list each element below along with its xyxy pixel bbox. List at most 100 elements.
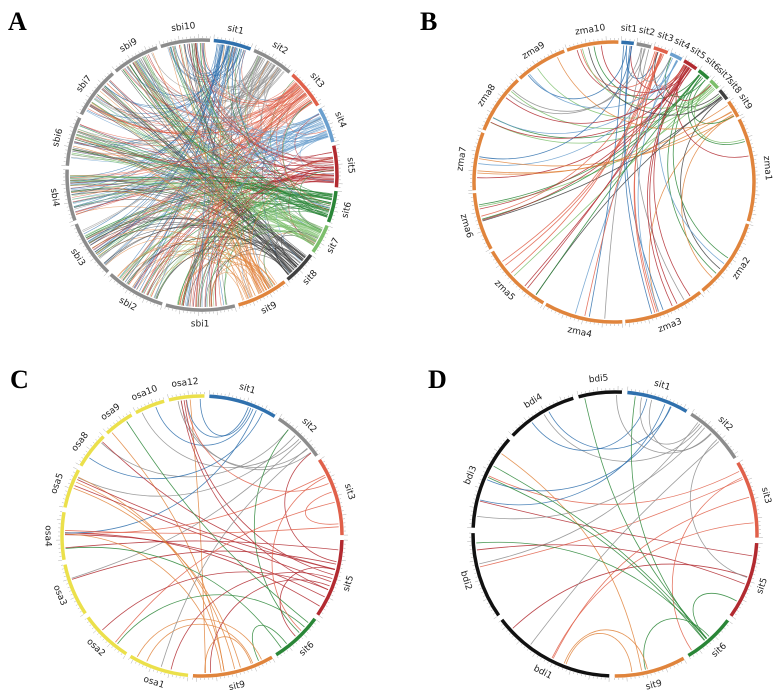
tick-mark: [569, 317, 571, 320]
tick-mark: [688, 302, 690, 305]
tick-mark: [167, 674, 169, 678]
chromosome-label-zma6: zma6: [458, 213, 475, 240]
tick-mark: [239, 672, 241, 675]
tick-mark: [149, 302, 152, 305]
chromosome-arc-sit4: [669, 52, 683, 61]
tick-mark: [667, 313, 670, 318]
tick-mark: [308, 87, 311, 90]
chromosome-ticks-osa1: [128, 657, 189, 682]
synteny-link-sit7-sbi10: [204, 43, 323, 231]
tick-mark: [493, 448, 498, 452]
synteny-link-sit2-sit7: [246, 57, 316, 243]
tick-mark: [695, 412, 697, 415]
synteny-link-sit1-sbi2: [136, 43, 218, 290]
tick-mark: [321, 105, 325, 108]
panel-a-synteny-links: [69, 42, 335, 308]
synteny-link-sit8-sbi9: [142, 57, 307, 257]
synteny-link-sit2-sbi6: [76, 60, 268, 143]
synteny-link-sit6-osa4: [65, 546, 282, 649]
tick-mark: [702, 647, 705, 650]
tick-mark: [313, 93, 316, 96]
tick-mark: [687, 407, 689, 410]
tick-mark: [135, 661, 137, 664]
tick-mark: [677, 663, 679, 666]
tick-mark: [317, 99, 321, 102]
tick-mark: [132, 407, 136, 411]
tick-mark: [485, 249, 490, 252]
tick-mark: [247, 670, 249, 673]
tick-mark: [316, 619, 320, 623]
synteny-link-sit3-zma5: [511, 51, 658, 273]
synteny-link-sit9-sit2: [230, 67, 279, 299]
tick-mark: [588, 675, 590, 680]
tick-mark: [160, 305, 162, 310]
synteny-link-sit5-osa8: [102, 441, 336, 570]
tick-mark: [699, 65, 703, 70]
tick-mark: [102, 270, 104, 273]
synteny-link-sit4-sbi10: [184, 44, 328, 139]
tick-mark: [720, 275, 724, 279]
synteny-link-sit5-osa12: [183, 400, 334, 576]
tick-mark: [86, 446, 90, 450]
tick-mark: [727, 442, 730, 445]
tick-mark: [531, 414, 533, 416]
tick-mark: [738, 249, 741, 252]
panel-a-synteny-sit-sbi: A sit1 sit2 sit3 sit4 sit5 sit6 sit7 sit8 sit9 sb…: [8, 7, 356, 330]
tick-mark: [661, 46, 663, 49]
chromosome-ticks-sit8: [288, 255, 316, 283]
chromosome-ticks-zma9: [515, 47, 564, 77]
synteny-link-sit6-sbi1: [181, 194, 333, 306]
synteny-link-sit9-sbi6: [75, 136, 252, 298]
synteny-link-sit8-sbi9: [121, 70, 293, 272]
tick-mark: [272, 410, 274, 413]
tick-mark: [289, 422, 291, 425]
chromosome-ticks-sit4: [321, 105, 339, 142]
tick-mark: [305, 264, 307, 267]
tick-mark: [318, 246, 321, 248]
synteny-link-sit3-sit6: [281, 99, 330, 211]
tick-mark: [751, 217, 754, 219]
tick-mark: [117, 651, 120, 653]
tick-mark: [333, 482, 336, 484]
tick-mark: [138, 663, 140, 666]
synteny-link-sit7-sbi9: [143, 56, 315, 245]
tick-mark: [745, 471, 748, 473]
synteny-link-sit5-osa5: [77, 479, 335, 570]
tick-mark: [689, 657, 691, 660]
tick-mark: [342, 514, 347, 516]
tick-mark: [162, 397, 164, 400]
synteny-link-sit9-sbi3: [92, 229, 256, 296]
tick-mark: [70, 594, 73, 596]
tick-mark: [697, 65, 699, 68]
synteny-link-sit5-sbi9: [132, 62, 334, 172]
tick-mark: [488, 252, 491, 254]
tick-mark: [520, 643, 523, 646]
tick-mark: [753, 574, 756, 576]
chromosome-label-sit1: sit1: [620, 23, 637, 35]
tick-mark: [111, 66, 115, 70]
chromosome-arc-sbi10: [160, 38, 211, 49]
chromosome-ticks-sit3: [321, 456, 349, 536]
chromosome-label-osa12: osa12: [171, 377, 199, 390]
chromosome-arc-sit6: [275, 617, 317, 657]
synteny-link-sit1-osa8: [89, 412, 263, 479]
tick-mark: [302, 267, 305, 270]
tick-mark: [723, 272, 725, 275]
tick-mark: [287, 65, 291, 69]
tick-mark: [684, 659, 687, 664]
tick-mark: [278, 59, 280, 62]
chromosome-label-bdi4: bdi4: [523, 392, 545, 411]
tick-mark: [483, 121, 486, 123]
synteny-link-sit5-bdi2: [476, 544, 745, 585]
tick-mark: [332, 133, 335, 135]
tick-mark: [139, 297, 141, 300]
tick-mark: [547, 661, 549, 664]
chromosome-arc-bdi5: [578, 390, 623, 399]
tick-mark: [507, 277, 510, 280]
tick-mark: [698, 296, 700, 299]
chromosome-ticks-bdi2: [467, 532, 498, 620]
tick-mark: [68, 482, 71, 484]
tick-mark: [713, 427, 716, 430]
chromosome-ticks-osa4: [56, 511, 63, 562]
